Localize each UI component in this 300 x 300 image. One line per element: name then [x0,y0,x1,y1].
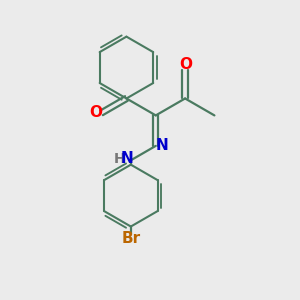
Text: O: O [90,105,103,120]
Text: N: N [156,138,169,153]
Text: H: H [114,152,125,166]
Text: O: O [179,57,193,72]
Text: N: N [121,151,134,166]
Text: Br: Br [121,231,140,246]
